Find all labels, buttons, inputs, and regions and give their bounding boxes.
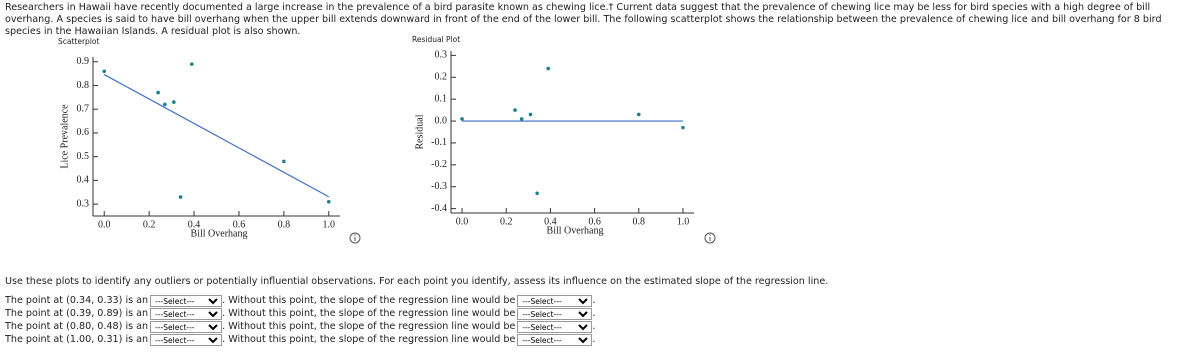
point — [535, 191, 539, 196]
y-tick-label: 0.0 — [435, 115, 448, 126]
select-dropdown[interactable]: ---Select--- — [150, 320, 223, 333]
point — [528, 112, 533, 117]
question-prefix: The point at (1.00, 0.31) is an — [5, 334, 149, 345]
y-axis-label: Residual — [414, 114, 425, 149]
point — [636, 112, 641, 117]
question-middle: . Without this point, the slope of the r… — [222, 308, 516, 319]
intro-text: Researchers in Hawaii have recently docu… — [5, 2, 1162, 37]
x-tick-label: 0.0 — [456, 216, 469, 227]
select-dropdown[interactable]: ---Select--- — [150, 333, 223, 346]
chart-title: Scatterplot — [58, 37, 99, 46]
point — [460, 117, 464, 121]
y-tick-label: -0.3 — [431, 181, 447, 192]
x-tick-label: 0.6 — [588, 216, 601, 227]
y-tick-label: 0.2 — [435, 72, 448, 83]
y-tick-label: 0.5 — [77, 151, 90, 162]
point — [163, 102, 167, 107]
question-row: The point at (0.34, 0.33) is an ---Select… — [5, 294, 595, 307]
question-middle: . Without this point, the slope of the r… — [222, 334, 516, 345]
y-tick-label: 0.1 — [435, 93, 448, 104]
y-tick-label: 0.3 — [435, 50, 448, 61]
point — [282, 159, 286, 164]
point — [326, 199, 331, 204]
point — [178, 195, 183, 199]
point — [156, 90, 160, 95]
x-tick-label: 0.0 — [98, 219, 111, 230]
info-icon[interactable] — [704, 232, 716, 244]
x-tick-label: 0.2 — [143, 219, 156, 230]
question-row: The point at (1.00, 0.31) is an ---Select… — [5, 333, 595, 346]
chart-title: Residual Plot — [412, 35, 460, 44]
question-suffix: . — [592, 321, 596, 332]
x-tick-label: 1.0 — [677, 216, 690, 227]
y-tick-label: -0.2 — [431, 159, 447, 170]
x-tick-label: 1.0 — [323, 219, 336, 230]
select-dropdown[interactable]: ---Select--- — [150, 307, 223, 320]
point — [513, 108, 517, 112]
point — [190, 62, 194, 66]
y-tick-label: 0.7 — [77, 104, 90, 115]
x-tick-label: 0.4 — [188, 219, 201, 230]
y-tick-label: 0.3 — [77, 198, 90, 209]
select-dropdown[interactable]: ---Select--- — [517, 307, 593, 320]
charts: Scatterplot 0.3 0.4 0.5 0.6 0.7 0.8 0.9 0.0 0.2 0.… — [58, 35, 716, 244]
y-tick-label: 0.8 — [77, 80, 90, 91]
x-axis-label: Bill Overhang — [547, 225, 604, 236]
question-suffix: . — [592, 295, 596, 306]
y-tick-label: 0.9 — [77, 56, 90, 67]
x-axis-label: Bill Overhang — [191, 228, 248, 239]
questions: The point at (0.34, 0.33) is an ---Select… — [5, 294, 595, 346]
x-tick-label: 0.4 — [544, 216, 557, 227]
x-tick-label: 0.8 — [633, 216, 646, 227]
y-tick-label: -0.1 — [431, 137, 447, 148]
y-tick-label: -0.4 — [431, 203, 447, 214]
question-middle: . Without this point, the slope of the r… — [222, 295, 516, 306]
y-tick-label: 0.4 — [77, 175, 90, 186]
x-tick-label: 0.6 — [233, 219, 246, 230]
question-middle: . Without this point, the slope of the r… — [222, 321, 516, 332]
question-prefix: The point at (0.80, 0.48) is an — [5, 321, 149, 332]
y-tick-label: 0.6 — [77, 127, 90, 138]
point — [519, 117, 524, 121]
question-suffix: . — [592, 308, 596, 319]
question-suffix: . — [592, 334, 596, 345]
point — [102, 69, 107, 74]
select-dropdown[interactable]: ---Select--- — [150, 294, 223, 307]
select-dropdown[interactable]: ---Select--- — [517, 333, 593, 346]
question-row: The point at (0.39, 0.89) is an ---Select… — [5, 307, 595, 320]
regression-line — [103, 74, 330, 198]
info-icon[interactable] — [349, 232, 361, 244]
question-prefix: The point at (0.34, 0.33) is an — [5, 295, 149, 306]
question-row: The point at (0.80, 0.48) is an ---Select… — [5, 320, 595, 333]
point — [546, 66, 550, 71]
instruction: Use these plots to identify any outliers… — [5, 276, 829, 287]
point — [172, 100, 176, 104]
point — [681, 125, 685, 130]
select-dropdown[interactable]: ---Select--- — [517, 294, 593, 307]
x-tick-label: 0.8 — [278, 219, 291, 230]
y-axis-label: Lice Prevalence — [59, 104, 70, 169]
select-dropdown[interactable]: ---Select--- — [517, 320, 593, 333]
x-tick-label: 0.2 — [500, 216, 513, 227]
question-prefix: The point at (0.39, 0.89) is an — [5, 308, 149, 319]
